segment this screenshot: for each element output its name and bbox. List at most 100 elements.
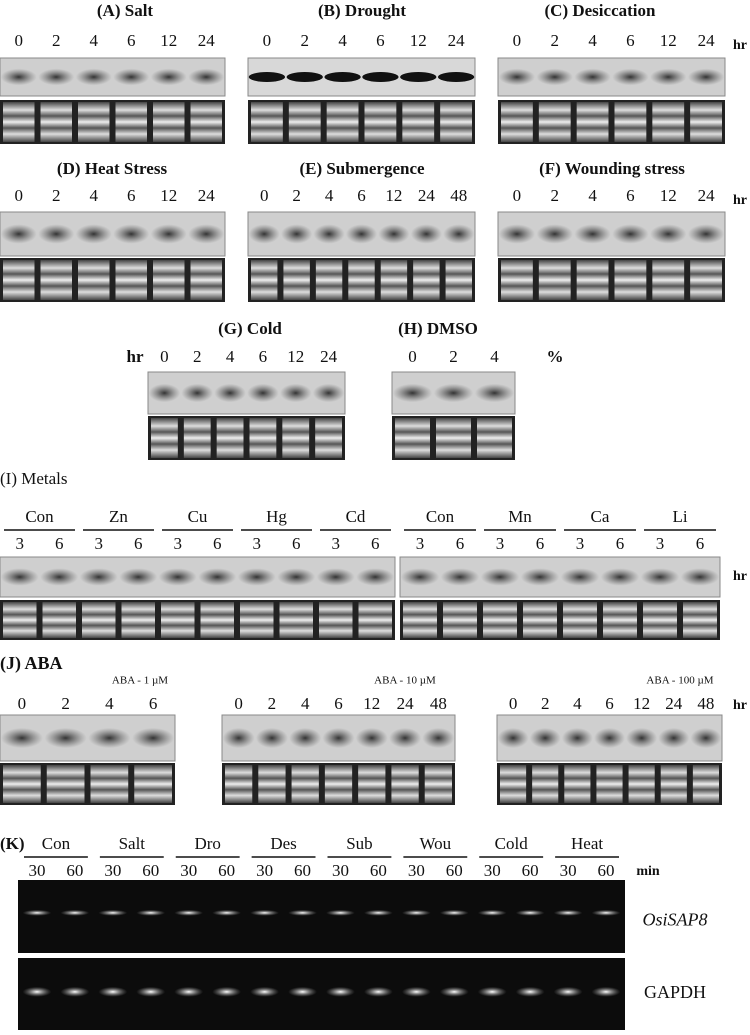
- rrna-lane: [240, 602, 274, 638]
- rrna-lane: [3, 260, 35, 300]
- lane-label: 24: [665, 694, 683, 713]
- lane-label: 3: [656, 534, 665, 553]
- rrna-lane: [614, 260, 647, 300]
- lane-label: 4: [105, 694, 114, 713]
- blot-band: [600, 568, 640, 586]
- pcr-band: [136, 986, 166, 997]
- blot-band: [289, 727, 322, 749]
- rrna-gel: [0, 258, 225, 302]
- lane-label: 2: [551, 186, 560, 205]
- group-label: Con: [25, 507, 54, 526]
- rrna-lane: [364, 102, 397, 142]
- blot-band: [79, 568, 118, 586]
- blot-band: [650, 68, 687, 86]
- rrna-lane: [134, 765, 172, 803]
- pcr-band: [250, 986, 280, 997]
- blot-band: [181, 383, 214, 403]
- rrna-lane: [3, 765, 41, 803]
- lane-label: 12: [287, 347, 304, 366]
- pcr-band: [515, 909, 545, 916]
- rrna-lane: [279, 602, 313, 638]
- lane-label: 6: [616, 534, 625, 553]
- rrna-lane: [690, 102, 722, 142]
- northern-blot: [0, 57, 226, 97]
- rrna-lane: [443, 602, 477, 638]
- lane-label: 3: [253, 534, 262, 553]
- lane-label: 4: [325, 186, 334, 205]
- blot-band: [574, 68, 611, 86]
- rrna-gel: [0, 100, 225, 144]
- blot-band: [188, 68, 225, 86]
- lane-label: 24: [448, 31, 466, 50]
- lane-label: 60: [218, 861, 235, 880]
- lane-label: 12: [160, 186, 177, 205]
- pcr-band: [212, 909, 242, 916]
- lane-label: 4: [226, 347, 235, 366]
- rrna-lane: [445, 260, 472, 300]
- blot-band: [400, 72, 437, 82]
- rrna-lane: [42, 602, 76, 638]
- group-label: Sub: [346, 834, 372, 853]
- lane-label: 60: [522, 861, 539, 880]
- rrna-lane: [596, 765, 623, 803]
- lane-label: 6: [376, 31, 385, 50]
- blot-band: [88, 727, 131, 749]
- pcr-band: [98, 986, 128, 997]
- blot-band: [148, 383, 181, 403]
- pcr-band: [439, 909, 469, 916]
- blot-band: [198, 568, 237, 586]
- group-label: Con: [42, 834, 71, 853]
- rrna-lane: [424, 765, 452, 803]
- blot-band: [443, 224, 475, 244]
- blot-band: [480, 568, 520, 586]
- panel-title: (C) Desiccation: [545, 1, 656, 20]
- blot-band: [237, 568, 276, 586]
- panel-title: (H) DMSO: [398, 319, 478, 338]
- lane-label: 6: [696, 534, 705, 553]
- rrna-lane: [413, 260, 440, 300]
- rrna-lane: [251, 260, 278, 300]
- blot-band: [286, 72, 323, 82]
- rrna-lane: [225, 765, 253, 803]
- lane-label: 2: [193, 347, 202, 366]
- blot-band: [474, 383, 515, 403]
- blot-band: [650, 224, 687, 244]
- rrna-lane: [576, 260, 609, 300]
- blot-band: [214, 383, 246, 403]
- rrna-lane: [483, 602, 517, 638]
- blot-band: [38, 224, 75, 244]
- blot-band: [356, 568, 395, 586]
- lane-label: 60: [66, 861, 83, 880]
- pcr-band: [174, 986, 204, 997]
- blot-band: [612, 68, 649, 86]
- lane-label: 24: [397, 694, 415, 713]
- lane-label: 12: [660, 186, 677, 205]
- blot-band: [0, 68, 37, 86]
- pcr-band: [136, 909, 166, 916]
- lane-label: 6: [127, 31, 136, 50]
- lane-label: 30: [408, 861, 425, 880]
- rrna-lane: [151, 418, 178, 458]
- lane-label: 6: [605, 694, 614, 713]
- blot-band: [687, 68, 725, 86]
- rrna-lane: [358, 602, 392, 638]
- rrna-lane: [251, 102, 283, 142]
- blot-band: [437, 72, 475, 82]
- lane-label: 30: [180, 861, 197, 880]
- lane-label: 0: [509, 694, 518, 713]
- rrna-lane: [40, 260, 72, 300]
- lane-label: 2: [52, 186, 61, 205]
- rrna-lane: [564, 765, 591, 803]
- lane-label: 6: [127, 186, 136, 205]
- rrna-lane: [614, 102, 647, 142]
- rt-pcr-gel: [18, 880, 625, 953]
- blot-band: [389, 727, 422, 749]
- blot-band: [561, 727, 593, 749]
- lane-label: 3: [576, 534, 585, 553]
- blot-band: [255, 727, 288, 749]
- pcr-band: [98, 909, 128, 916]
- rrna-lane: [258, 765, 286, 803]
- rrna-lane: [436, 418, 471, 458]
- lane-label: 4: [90, 186, 99, 205]
